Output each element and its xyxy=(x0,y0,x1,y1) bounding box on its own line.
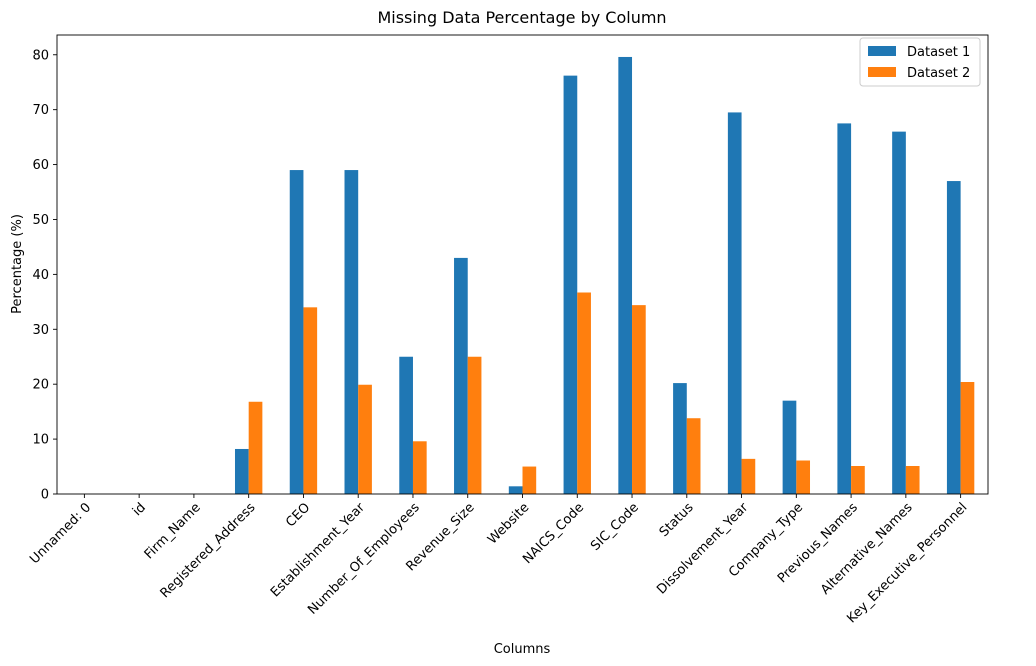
bar-dataset-1-16 xyxy=(946,181,961,495)
bar-dataset-1-7 xyxy=(454,257,468,494)
bar-dataset-2-13 xyxy=(796,460,811,494)
bar-dataset-2-16 xyxy=(960,382,975,494)
y-tick-label-70: 70 xyxy=(32,103,49,118)
bar-dataset-1-15 xyxy=(892,131,906,494)
y-tick-label-30: 30 xyxy=(32,323,49,338)
bar-dataset-1-11 xyxy=(673,383,687,494)
x-tick-label-5: Establishment_Year xyxy=(268,500,369,601)
legend: Dataset 1 Dataset 2 xyxy=(859,37,981,87)
y-tick-label-60: 60 xyxy=(32,158,49,173)
y-tick-label-50: 50 xyxy=(32,213,49,228)
legend-label-1: Dataset 1 xyxy=(907,45,970,60)
bar-dataset-1-3 xyxy=(234,448,249,494)
bar-dataset-1-4 xyxy=(289,170,304,494)
bar-dataset-2-6 xyxy=(412,441,427,494)
bar-dataset-1-10 xyxy=(618,56,633,495)
y-tick-label-20: 20 xyxy=(32,378,49,393)
bar-dataset-2-15 xyxy=(905,466,920,494)
bar-dataset-1-9 xyxy=(563,75,578,494)
bar-dataset-2-12 xyxy=(741,458,756,494)
bar-dataset-1-8 xyxy=(508,486,523,494)
bar-dataset-2-10 xyxy=(632,305,646,494)
bar-dataset-2-7 xyxy=(467,356,482,494)
bar-dataset-1-6 xyxy=(399,356,413,494)
bar-dataset-2-9 xyxy=(577,292,591,494)
legend-swatch-1 xyxy=(868,46,896,56)
legend-swatch-2 xyxy=(868,67,896,77)
bar-dataset-1-13 xyxy=(782,400,797,494)
x-axis-label: Columns xyxy=(494,642,551,657)
y-tick-label-40: 40 xyxy=(32,268,49,283)
x-tick-label-12: Dissolvement_Year xyxy=(654,500,752,598)
x-tick-label-16: Key_Executive_Personnel xyxy=(844,500,970,626)
y-axis-label: Percentage (%) xyxy=(10,214,25,314)
bar-dataset-1-5 xyxy=(344,170,359,494)
x-tick-label-6: Number_Of_Employees xyxy=(305,500,423,618)
bar-dataset-1-12 xyxy=(727,112,742,495)
legend-label-2: Dataset 2 xyxy=(907,66,970,81)
bar-dataset-1-14 xyxy=(837,123,852,495)
x-tick-label-8: Website xyxy=(485,500,532,547)
x-tick-label-1: id xyxy=(130,500,149,519)
y-tick-label-10: 10 xyxy=(32,433,49,448)
x-tick-label-11: Status xyxy=(657,500,697,540)
x-tick-label-10: SIC_Code xyxy=(588,500,642,554)
bar-dataset-2-8 xyxy=(522,466,537,494)
x-tick-label-4: CEO xyxy=(283,500,313,530)
bar-dataset-2-5 xyxy=(358,384,372,494)
chart-title: Missing Data Percentage by Column xyxy=(377,8,666,27)
x-tick-label-3: Registered_Address xyxy=(158,500,259,601)
y-tick-label-0: 0 xyxy=(41,488,49,503)
bar-dataset-2-11 xyxy=(686,418,701,494)
bar-dataset-2-3 xyxy=(248,401,263,494)
x-tick-label-0: Unnamed: 0 xyxy=(27,500,94,567)
bar-dataset-2-4 xyxy=(303,307,318,494)
bar-dataset-2-14 xyxy=(851,466,865,494)
x-tick-label-15: Alternative_Names xyxy=(818,500,916,598)
y-tick-label-80: 80 xyxy=(32,48,49,63)
